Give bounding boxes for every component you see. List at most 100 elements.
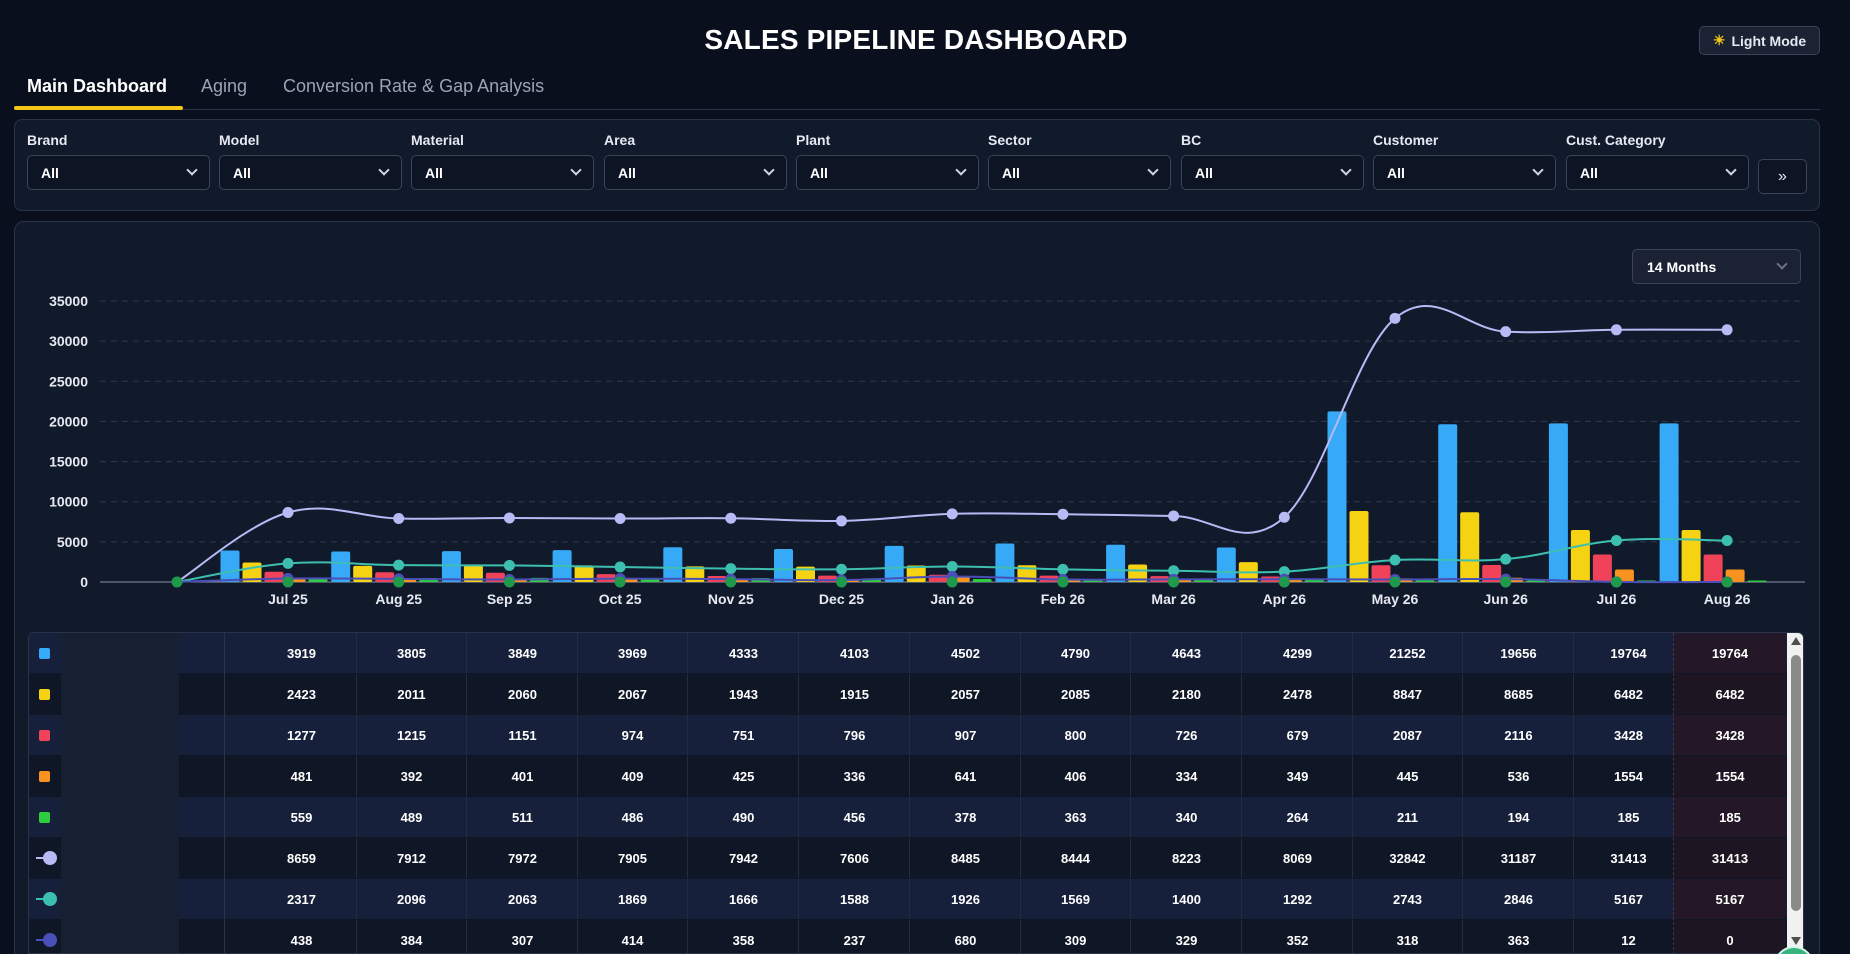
- series-name-column: [61, 633, 179, 953]
- table-cell: 1292: [1243, 879, 1353, 919]
- x-tick-label: Sep 25: [487, 591, 532, 607]
- table-row: 8659 7912 7972 7905 7942 7606 8485 8444 8223 8069…: [29, 838, 1787, 878]
- chevron-down-icon: [378, 164, 390, 176]
- line-point: [614, 576, 626, 588]
- chart-bar: [1460, 512, 1480, 582]
- line-point: [1721, 324, 1733, 336]
- line-point: [503, 559, 515, 571]
- legend-dot: [43, 851, 57, 865]
- sector-select[interactable]: All: [988, 155, 1171, 190]
- table-cell: 392: [357, 756, 467, 796]
- model-select[interactable]: All: [219, 155, 402, 190]
- chart-bar: [441, 551, 461, 582]
- cust-category-select[interactable]: All: [1566, 155, 1749, 190]
- table-cell: 2063: [468, 879, 578, 919]
- table-scrollbar[interactable]: [1787, 633, 1803, 953]
- tab-conversion-rate[interactable]: Conversion Rate & Gap Analysis: [283, 76, 545, 96]
- material-select[interactable]: All: [411, 155, 594, 190]
- chart-bar: [1128, 564, 1148, 582]
- table-cell: 796: [800, 715, 910, 755]
- select-value: All: [233, 164, 251, 181]
- table-cell: 4103: [800, 633, 910, 673]
- select-value: All: [810, 164, 828, 181]
- legend-swatch: [39, 689, 50, 700]
- plant-select[interactable]: All: [796, 155, 979, 190]
- table-cell: 1277: [247, 715, 357, 755]
- chart-bar: [1659, 423, 1679, 582]
- chart-bar: [1349, 510, 1369, 582]
- table-cell: 1926: [911, 879, 1021, 919]
- line-point: [1721, 535, 1733, 547]
- column-separator: [224, 633, 225, 953]
- line-point: [282, 557, 294, 569]
- table-cell: 7972: [468, 838, 578, 878]
- line-point: [1721, 576, 1733, 588]
- table-cell: 8659: [247, 838, 357, 878]
- table-cell: 641: [911, 756, 1021, 796]
- legend-swatch: [39, 730, 50, 741]
- line-point: [503, 512, 515, 524]
- filter-label: Material: [411, 132, 464, 148]
- table-cell: 2478: [1243, 674, 1353, 714]
- table-cell: 680: [911, 920, 1021, 953]
- range-select[interactable]: 14 Months: [1632, 249, 1801, 284]
- scroll-down-arrow-icon[interactable]: [1791, 937, 1801, 945]
- table-cell: 1554: [1674, 756, 1786, 796]
- brand-select[interactable]: All: [27, 155, 210, 190]
- table-cell: 307: [468, 920, 578, 953]
- chart-bar: [663, 547, 683, 582]
- customer-select[interactable]: All: [1373, 155, 1556, 190]
- light-mode-label: Light Mode: [1731, 32, 1807, 49]
- line-point: [1389, 554, 1401, 566]
- filter-sector: Sector All: [988, 132, 1171, 190]
- chevron-down-icon: [186, 164, 198, 176]
- select-value: All: [41, 164, 59, 181]
- chart-bar: [264, 571, 284, 582]
- table-cell: 31187: [1464, 838, 1574, 878]
- x-tick-label: Jul 26: [1597, 591, 1637, 607]
- line-point: [1168, 565, 1180, 577]
- scroll-thumb[interactable]: [1791, 655, 1801, 911]
- table-cell: 414: [578, 920, 688, 953]
- line-point: [1610, 324, 1622, 336]
- table-cell: 1400: [1132, 879, 1242, 919]
- table-cell: 7606: [800, 838, 910, 878]
- table-cell: 340: [1132, 797, 1242, 837]
- chart-bar: [1681, 529, 1701, 582]
- legend-dot: [43, 892, 57, 906]
- x-tick-label: Jun 26: [1484, 591, 1529, 607]
- table-cell: 8847: [1353, 674, 1463, 714]
- table-row: 2423 2011 2060 2067 1943 1915 2057 2085 2180 2478…: [29, 674, 1787, 714]
- scroll-up-arrow-icon[interactable]: [1791, 637, 1801, 645]
- table-cell: 4502: [911, 633, 1021, 673]
- table-cell: 1151: [468, 715, 578, 755]
- bc-select[interactable]: All: [1181, 155, 1364, 190]
- x-tick-label: Jul 25: [268, 591, 308, 607]
- line-point: [1500, 553, 1512, 565]
- series-line: [176, 305, 1728, 583]
- x-tick-label: Apr 26: [1263, 591, 1307, 607]
- line-point: [1057, 508, 1069, 520]
- table-cell: 559: [247, 797, 357, 837]
- line-point: [1278, 576, 1290, 588]
- table-cell: 4790: [1021, 633, 1131, 673]
- table-cell: 1215: [357, 715, 467, 755]
- line-point: [836, 563, 847, 575]
- line-point: [393, 512, 405, 524]
- legend-swatch: [39, 771, 50, 782]
- table-cell: 8223: [1132, 838, 1242, 878]
- chevron-down-icon: [1340, 164, 1352, 176]
- table-row: 438 384 307 414 358 237 680 309 329 352 318 363 12 0: [29, 920, 1787, 953]
- more-filters-button[interactable]: »: [1758, 159, 1807, 194]
- table-cell: 456: [800, 797, 910, 837]
- table-cell: 751: [689, 715, 799, 755]
- filter-label: Plant: [796, 132, 831, 148]
- table-cell: 726: [1132, 715, 1242, 755]
- light-mode-button[interactable]: ☀ Light Mode: [1699, 26, 1820, 55]
- area-select[interactable]: All: [604, 155, 787, 190]
- tab-aging[interactable]: Aging: [201, 76, 248, 96]
- active-tab-indicator: [14, 106, 183, 110]
- chevron-down-icon: [570, 164, 582, 176]
- x-tick-label: Aug 26: [1704, 591, 1751, 607]
- tab-main-dashboard[interactable]: Main Dashboard: [27, 76, 168, 96]
